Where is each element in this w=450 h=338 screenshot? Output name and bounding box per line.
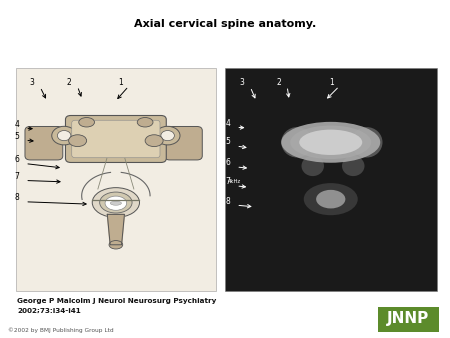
Text: 3: 3 [240,78,244,87]
Text: George P Malcolm J Neurol Neurosurg Psychiatry: George P Malcolm J Neurol Neurosurg Psyc… [17,298,216,304]
Text: 4kHz: 4kHz [228,179,241,184]
Bar [16,68,216,291]
Text: 5: 5 [226,138,230,146]
Text: 5: 5 [15,132,19,141]
Ellipse shape [281,122,380,163]
Text: 2: 2 [277,78,281,87]
Ellipse shape [316,190,346,209]
Ellipse shape [342,156,364,176]
Text: JNNP: JNNP [387,311,429,326]
Ellipse shape [161,130,175,141]
Text: 8: 8 [15,193,19,202]
Bar [225,68,436,291]
Text: 8: 8 [226,197,230,206]
Text: 3: 3 [30,78,34,87]
Text: 7: 7 [226,177,230,186]
Text: ©2002 by BMJ Publishing Group Ltd: ©2002 by BMJ Publishing Group Ltd [8,327,114,333]
Ellipse shape [110,201,122,205]
Ellipse shape [137,118,153,127]
Ellipse shape [92,188,140,217]
Ellipse shape [281,127,313,158]
Ellipse shape [100,192,132,213]
Ellipse shape [290,125,371,159]
Ellipse shape [304,183,358,215]
Text: 7: 7 [15,172,19,181]
Ellipse shape [351,127,382,158]
FancyBboxPatch shape [25,126,63,160]
Text: 2002;73:i34-i41: 2002;73:i34-i41 [17,308,81,314]
FancyBboxPatch shape [164,126,202,160]
Text: 1: 1 [118,78,123,87]
Text: 2: 2 [67,78,72,87]
Ellipse shape [155,126,180,145]
Polygon shape [108,214,124,245]
Ellipse shape [145,135,163,147]
Text: 1: 1 [329,78,333,87]
Ellipse shape [299,129,362,155]
Text: 4: 4 [226,119,230,128]
Text: 4: 4 [15,120,19,129]
FancyBboxPatch shape [66,116,166,163]
Ellipse shape [105,196,127,210]
Text: 6: 6 [15,155,19,164]
Ellipse shape [68,135,86,147]
Text: Axial cervical spine anatomy.: Axial cervical spine anatomy. [134,19,316,29]
Ellipse shape [302,156,324,176]
Ellipse shape [109,241,123,249]
Ellipse shape [58,130,71,141]
Ellipse shape [299,129,362,155]
Ellipse shape [52,126,76,145]
FancyBboxPatch shape [378,307,439,332]
Ellipse shape [79,118,94,127]
Text: 6: 6 [226,159,230,167]
FancyBboxPatch shape [72,120,160,158]
